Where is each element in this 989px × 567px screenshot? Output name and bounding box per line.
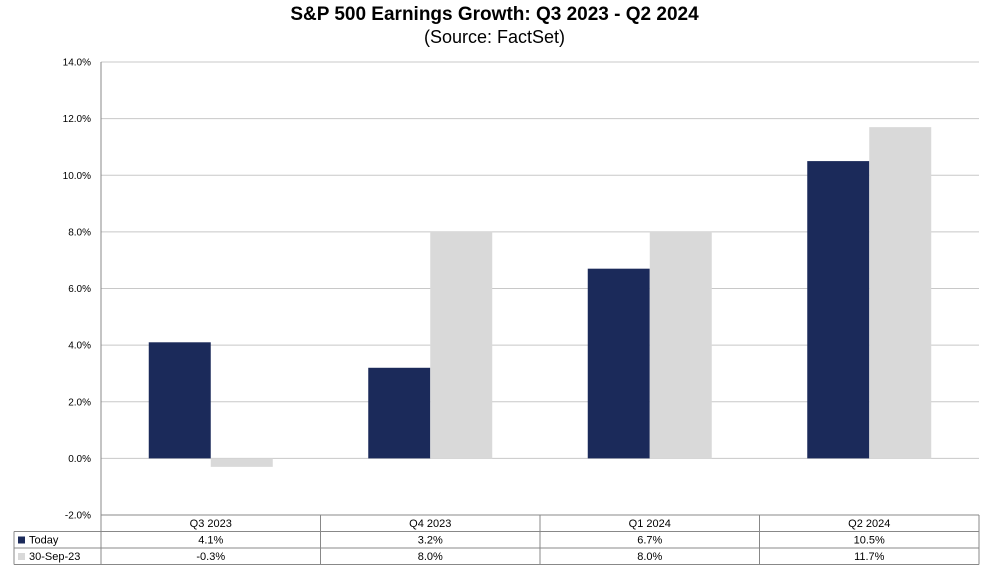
y-tick-label: -2.0% [65, 511, 91, 522]
bar-today [148, 342, 211, 459]
x-tick-label: Q1 2024 [629, 518, 671, 530]
data-label: 6.7% [637, 535, 662, 547]
y-tick-label: 12.0% [63, 114, 91, 125]
data-label: 10.5% [854, 535, 885, 547]
y-tick-label: 4.0% [68, 341, 91, 352]
data-label: 4.1% [198, 535, 223, 547]
data-label: 11.7% [854, 551, 885, 563]
bar-today [368, 367, 431, 459]
x-tick-label: Q2 2024 [848, 518, 890, 530]
chart-title: S&P 500 Earnings Growth: Q3 2023 - Q2 20… [290, 4, 699, 25]
y-tick-label: 6.0% [68, 284, 91, 295]
x-tick-label: Q4 2023 [409, 518, 451, 530]
y-tick-label: 14.0% [63, 58, 91, 69]
y-tick-label: 10.0% [63, 171, 91, 182]
bar-today [807, 161, 870, 459]
data-label: 8.0% [637, 551, 662, 563]
y-tick-label: 8.0% [68, 227, 91, 238]
bar-today [587, 268, 650, 459]
bar-sep [210, 458, 273, 467]
legend-swatch [18, 553, 25, 560]
bar-sep [430, 231, 493, 459]
data-label: 8.0% [418, 551, 443, 563]
legend-label: Today [29, 535, 59, 547]
bar-sep [649, 231, 712, 459]
y-tick-label: 2.0% [68, 397, 91, 408]
x-tick-label: Q3 2023 [190, 518, 232, 530]
data-label: 3.2% [418, 535, 443, 547]
bar-sep [869, 127, 932, 459]
legend-swatch [18, 536, 25, 544]
y-tick-label: 0.0% [68, 454, 91, 465]
chart-subtitle: (Source: FactSet) [423, 27, 566, 47]
data-label: -0.3% [196, 551, 225, 563]
legend-label: 30-Sep-23 [29, 551, 80, 563]
